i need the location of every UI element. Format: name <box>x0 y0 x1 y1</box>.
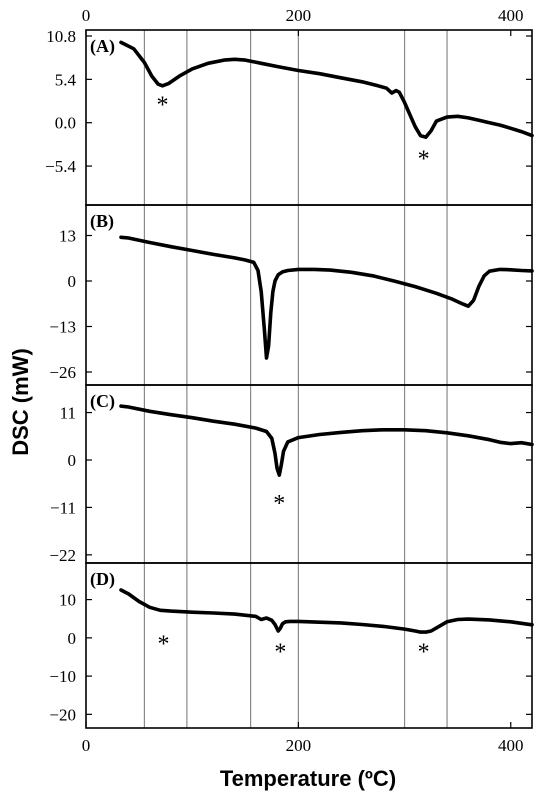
dsc-curve-a <box>119 40 534 139</box>
dsc-curve-d <box>119 588 534 634</box>
y-tick-label: 10.8 <box>46 27 76 46</box>
curves <box>119 40 534 634</box>
y-tick-label: −10 <box>49 667 76 686</box>
panel-label: (A) <box>90 36 115 57</box>
peak-asterisk: * <box>156 93 168 119</box>
y-tick-label: 0 <box>68 629 77 648</box>
x-tick-label-bottom: 400 <box>498 736 524 755</box>
y-tick-label: −20 <box>49 705 76 724</box>
y-tick-label: −13 <box>49 318 76 337</box>
x-tick-label-top: 200 <box>286 6 312 25</box>
y-tick-label: 0.0 <box>55 114 76 133</box>
y-tick-label: 13 <box>59 227 76 246</box>
panel-label: (D) <box>90 569 115 590</box>
panel-label: (C) <box>90 391 115 412</box>
peak-asterisk: * <box>158 632 170 658</box>
peak-asterisk: * <box>418 639 430 665</box>
x-ticks: 0 0 200 200 400 400 <box>82 6 524 755</box>
gridlines <box>143 30 448 728</box>
panel-frame <box>85 204 533 386</box>
panel-label: (B) <box>90 211 114 232</box>
y-tick-label: −26 <box>49 363 76 382</box>
panels: 10.8 5.4 0.0 −5.4 (A) 13 0 −13 −26 (B) 11 0 −11 −22 (C… <box>45 27 533 729</box>
peak-asterisk: * <box>273 491 285 517</box>
y-tick-label: 11 <box>60 404 76 423</box>
peak-asterisk: * <box>274 639 286 665</box>
x-tick-label-top: 400 <box>498 6 524 25</box>
annotations: * * * * * * <box>156 93 429 666</box>
x-tick-label-bottom: 200 <box>286 736 312 755</box>
y-tick-label: 0 <box>68 272 77 291</box>
y-tick-label: −5.4 <box>45 157 76 176</box>
x-tick-label-bottom: 0 <box>82 736 91 755</box>
y-tick-label: −11 <box>50 498 76 517</box>
y-tick-label: 0 <box>68 451 77 470</box>
y-tick-label: 10 <box>59 591 76 610</box>
panel-frame <box>85 562 533 729</box>
y-axis-title: DSC (mW) <box>8 348 33 456</box>
y-tick-label: −22 <box>49 546 76 565</box>
x-axis-title: Temperature (ºC) <box>220 766 396 791</box>
dsc-curve-c <box>119 404 534 477</box>
y-tick-label: 5.4 <box>55 70 77 89</box>
x-tick-label-top: 0 <box>82 6 91 25</box>
peak-asterisk: * <box>418 146 430 172</box>
dsc-curve-b <box>119 235 534 360</box>
